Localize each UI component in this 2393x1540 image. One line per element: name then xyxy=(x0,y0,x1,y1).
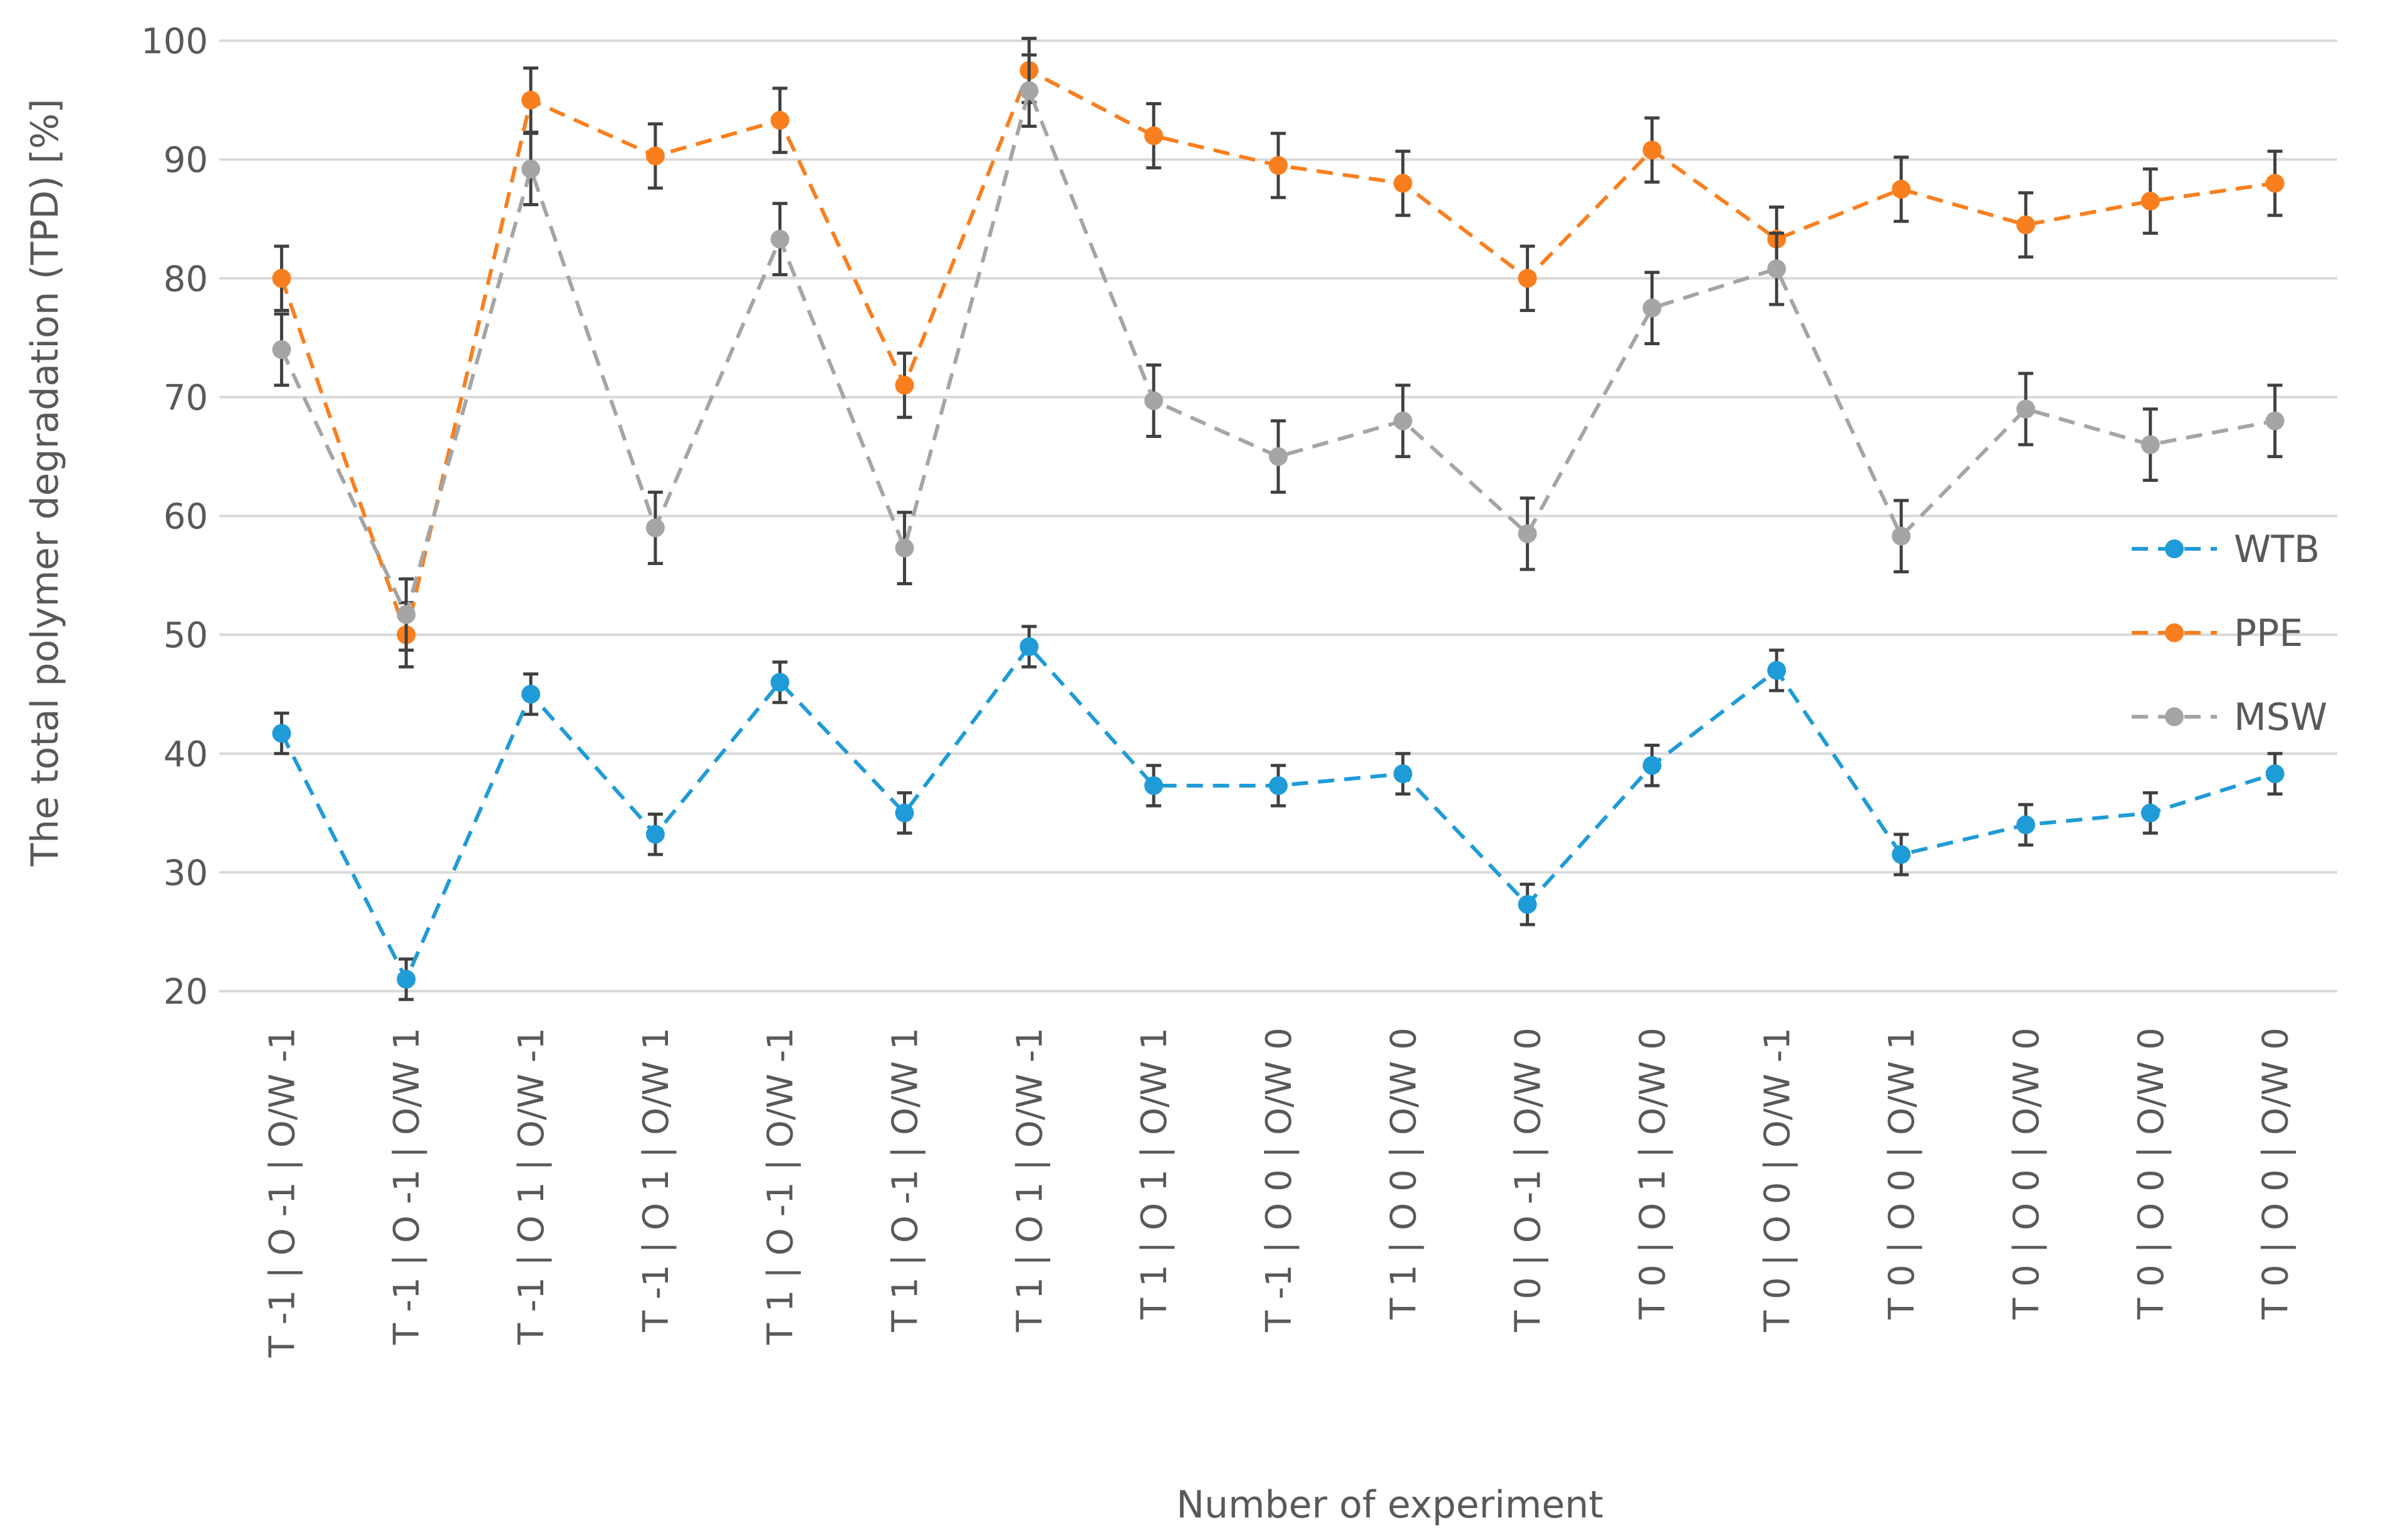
msw-point xyxy=(1269,447,1288,466)
ppe-point xyxy=(2140,191,2160,211)
legend-item-ppe: PPE xyxy=(2132,611,2303,655)
y-tick-label: 60 xyxy=(164,497,208,538)
x-tick-label: T -1 | O -1 | O/W -1 xyxy=(262,1028,303,1358)
y-tick-label: 30 xyxy=(164,853,208,893)
msw-point xyxy=(521,159,541,179)
x-tick-label: T -1 | O -1 | O/W 1 xyxy=(387,1028,427,1345)
legend: WTB PPE MSW xyxy=(2132,528,2327,739)
x-tick-label: T 1 | O 1 | O/W -1 xyxy=(1009,1028,1050,1333)
ppe-point xyxy=(1269,156,1288,175)
ppe-point xyxy=(2016,215,2035,234)
x-tick-label: T 0 | O 0 | O/W 0 xyxy=(2256,1028,2297,1320)
ppe-point xyxy=(1892,180,1911,199)
ppe-point xyxy=(1642,140,1662,160)
wtb-point xyxy=(2265,764,2285,783)
legend-marker-msw xyxy=(2165,707,2184,726)
wtb-point xyxy=(521,684,541,704)
wtb-point xyxy=(397,970,416,989)
y-tick-label: 50 xyxy=(164,615,208,656)
ppe-point xyxy=(2265,174,2285,193)
x-tick-label: T -1 | O 1 | O/W -1 xyxy=(511,1028,552,1345)
wtb-line xyxy=(279,643,2276,984)
x-axis-ticks: T -1 | O -1 | O/W -1 T -1 | O -1 | O/W 1 T… xyxy=(262,1028,2296,1358)
wtb-point xyxy=(2140,803,2160,823)
msw-point xyxy=(272,340,291,360)
x-tick-label: T 1 | O 1 | O/W 1 xyxy=(1134,1028,1175,1320)
wtb-point xyxy=(770,672,790,692)
series-group xyxy=(272,36,2285,1001)
ppe-point xyxy=(770,111,790,130)
y-tick-label: 100 xyxy=(141,21,208,62)
ppe-point xyxy=(645,146,665,165)
wtb-point xyxy=(272,724,291,743)
msw-point xyxy=(1144,391,1164,410)
wtb-point xyxy=(1019,637,1039,657)
msw-point xyxy=(895,538,914,558)
legend-item-wtb: WTB xyxy=(2132,528,2320,571)
x-axis-title: Number of experiment xyxy=(1176,1483,1603,1527)
ppe-point xyxy=(1144,126,1164,145)
x-tick-label: T 0 | O 0 | O/W 0 xyxy=(2006,1028,2047,1320)
wtb-point xyxy=(895,803,914,823)
x-tick-label: T 1 | O -1 | O/W 1 xyxy=(885,1028,926,1333)
wtb-point xyxy=(1767,661,1786,680)
x-tick-label: T 0 | O -1 | O/W 0 xyxy=(1508,1028,1549,1333)
ppe-point xyxy=(272,269,291,288)
wtb-point xyxy=(645,825,665,844)
y-axis-ticks: 20 30 40 50 60 70 80 90 100 xyxy=(141,21,208,1012)
legend-item-msw: MSW xyxy=(2132,695,2327,739)
x-tick-label: T 1 | O 0 | O/W 0 xyxy=(1384,1028,1424,1320)
msw-point xyxy=(2016,399,2035,419)
wtb-point xyxy=(2016,815,2035,835)
wtb-point xyxy=(1892,845,1911,864)
y-axis-title: The total polymer degradation (TPD) [%] xyxy=(23,98,67,866)
legend-label-wtb: WTB xyxy=(2234,528,2320,571)
ppe-point xyxy=(1393,174,1412,193)
ppe-point xyxy=(1518,269,1537,288)
msw-point xyxy=(770,229,790,249)
x-tick-label: T 1 | O -1 | O/W -1 xyxy=(761,1028,801,1345)
legend-marker-ppe xyxy=(2165,623,2184,642)
legend-label-msw: MSW xyxy=(2234,695,2327,739)
ppe-point xyxy=(521,90,541,110)
y-tick-label: 40 xyxy=(164,734,208,775)
series-ppe xyxy=(272,36,2285,669)
wtb-point xyxy=(1393,764,1412,783)
msw-point xyxy=(2265,411,2285,430)
wtb-point xyxy=(1144,776,1164,795)
wtb-point xyxy=(1642,756,1662,775)
msw-point xyxy=(1767,259,1786,279)
x-tick-label: T 0 | O 0 | O/W 1 xyxy=(1882,1028,1922,1320)
y-tick-label: 80 xyxy=(164,259,208,299)
msw-point xyxy=(1642,298,1662,318)
series-wtb xyxy=(272,625,2285,1001)
msw-point xyxy=(1892,526,1911,546)
msw-point xyxy=(1518,524,1537,543)
msw-point xyxy=(397,605,416,624)
legend-label-ppe: PPE xyxy=(2234,611,2303,655)
y-tick-label: 90 xyxy=(164,140,208,181)
x-tick-label: T 0 | O 1 | O/W 0 xyxy=(1632,1028,1673,1320)
msw-point xyxy=(645,518,665,538)
y-tick-label: 70 xyxy=(164,378,208,419)
msw-line xyxy=(279,85,2276,620)
msw-point xyxy=(2140,435,2160,454)
x-tick-label: T -1 | O 1 | O/W 1 xyxy=(636,1028,677,1333)
ppe-point xyxy=(895,375,914,395)
msw-point xyxy=(1019,81,1039,100)
x-tick-label: T -1 | O 0 | O/W 0 xyxy=(1259,1028,1300,1333)
series-msw xyxy=(272,53,2285,652)
msw-point xyxy=(1393,411,1412,430)
gridlines xyxy=(219,39,2337,992)
y-tick-label: 20 xyxy=(164,972,208,1012)
wtb-point xyxy=(1269,776,1288,795)
x-tick-label: T 0 | O 0 | O/W -1 xyxy=(1757,1028,1798,1333)
legend-marker-wtb xyxy=(2165,539,2184,558)
x-tick-label: T 0 | O 0 | O/W 0 xyxy=(2131,1028,2172,1320)
wtb-point xyxy=(1518,895,1537,914)
